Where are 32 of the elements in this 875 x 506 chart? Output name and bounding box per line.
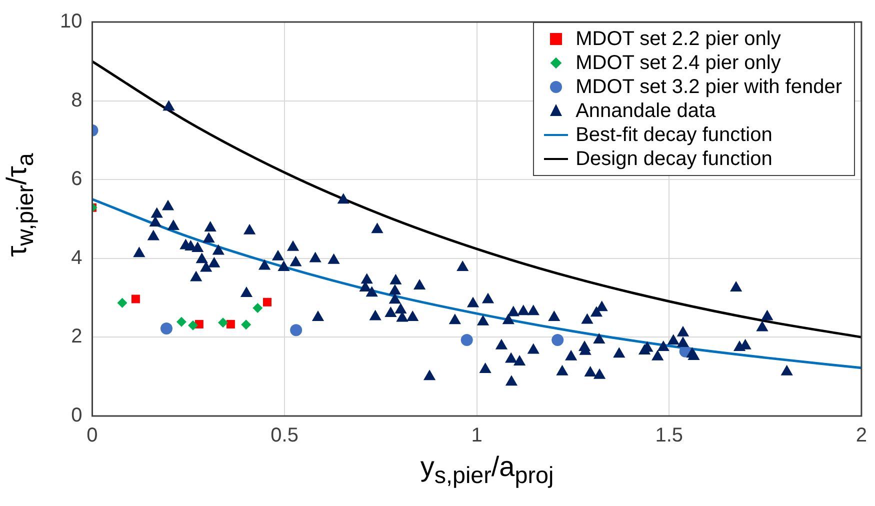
legend-label: MDOT set 2.2 pier only [576, 27, 781, 51]
y-tick-label: 4 [71, 246, 82, 269]
point [290, 324, 302, 336]
x-tick-label: 0.5 [270, 424, 298, 447]
point [226, 320, 235, 328]
point [188, 320, 198, 330]
x-tick-label: 2 [856, 424, 867, 447]
x-axis-title: y$_{s,pier}$/a$_{proj}$ [420, 451, 554, 489]
point [218, 318, 228, 328]
point [262, 298, 272, 306]
point [131, 294, 140, 304]
point [552, 334, 564, 346]
point [460, 334, 473, 346]
legend-label: MDOT set 3.2 pier with fender [576, 75, 842, 99]
legend-label: Best-fit decay function [576, 123, 772, 147]
point [117, 298, 128, 308]
y-tick-label: 6 [71, 168, 82, 190]
x-tick-label: 1 [471, 424, 482, 447]
legend-label: MDOT set 2.4 pier only [576, 51, 781, 75]
legend-label: Annandale data [576, 99, 716, 123]
y-tick-label: 8 [71, 89, 82, 112]
line-series [92, 198, 862, 370]
x-tick-label: 1.5 [655, 424, 684, 447]
point [252, 303, 263, 314]
point [176, 316, 186, 327]
x-tick-label: 0 [86, 424, 98, 447]
y-tick-label: 0 [71, 404, 82, 427]
point [160, 322, 172, 335]
y-tick-label: 10 [60, 10, 82, 33]
legend-label: Design decay function [576, 147, 772, 171]
point [241, 320, 252, 330]
y-tick-label: 2 [71, 326, 82, 348]
